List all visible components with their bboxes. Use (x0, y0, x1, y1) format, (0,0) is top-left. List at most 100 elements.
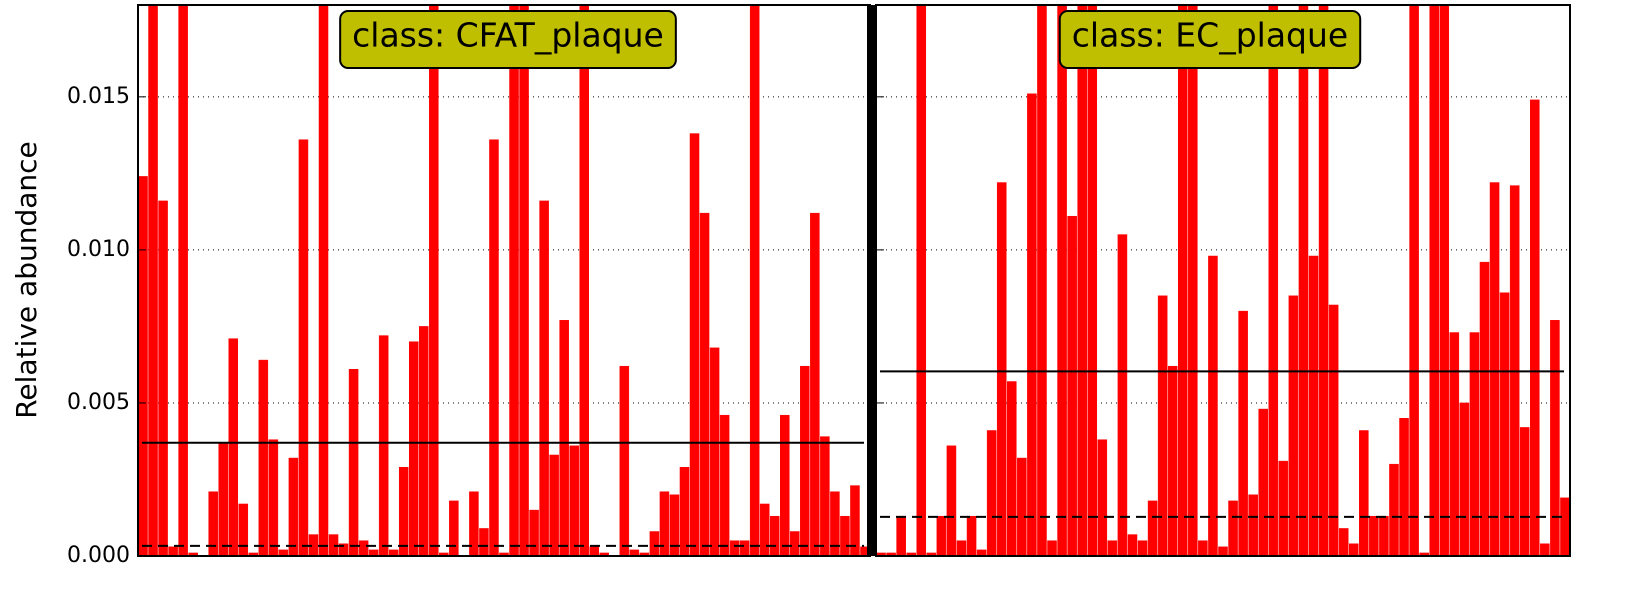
bar (1469, 332, 1480, 556)
bar (886, 552, 896, 556)
bar (278, 549, 289, 556)
bar (1389, 463, 1399, 556)
bar (1208, 255, 1218, 556)
y-tick-label: 0.010 (67, 237, 130, 262)
y-tick-label: 0.005 (67, 390, 130, 415)
bar (1248, 494, 1258, 556)
bar (1489, 182, 1500, 556)
bar (1439, 5, 1450, 556)
bar (1238, 310, 1248, 556)
bar (288, 457, 299, 556)
bar (298, 139, 309, 556)
bar (318, 5, 329, 556)
bar (469, 491, 479, 556)
bar (1137, 540, 1148, 556)
bar (248, 552, 259, 556)
bar (769, 515, 780, 556)
bar (619, 365, 630, 556)
bar (659, 491, 670, 556)
bar (739, 540, 750, 556)
y-axis-label: Relative abundance (10, 141, 43, 419)
bar (1409, 5, 1419, 556)
annotation: class: EC_plaque (1072, 16, 1348, 55)
bar (926, 552, 937, 556)
bar (1278, 460, 1289, 556)
bar (1298, 5, 1309, 556)
bar (689, 133, 700, 556)
bar (820, 436, 830, 556)
bar (579, 5, 589, 556)
bar (408, 341, 419, 556)
bar (1007, 381, 1017, 556)
bar (1107, 540, 1118, 556)
bar (419, 326, 429, 556)
bar (810, 212, 820, 556)
annotation-box (1058, 10, 1362, 69)
bar (559, 320, 569, 556)
bar (1550, 320, 1560, 556)
bar (1037, 5, 1047, 556)
bar (976, 549, 987, 556)
bar (208, 491, 218, 556)
bar (1459, 402, 1470, 556)
bar (358, 540, 369, 556)
bar (1127, 534, 1138, 556)
bar (449, 500, 459, 556)
bar (519, 5, 529, 556)
bar (1067, 215, 1077, 556)
bar (639, 552, 650, 556)
y-tick-label: 0.015 (67, 84, 130, 109)
bar (966, 515, 977, 556)
bar (218, 442, 228, 556)
bar (916, 5, 927, 556)
bar (679, 466, 690, 556)
annotation: class: CFAT_plaque (352, 16, 664, 55)
bar (499, 552, 509, 556)
plot-area (138, 5, 870, 556)
bar (936, 515, 947, 556)
bar (1369, 515, 1379, 556)
bar (569, 445, 579, 556)
bar (1167, 365, 1178, 556)
bar (840, 515, 850, 556)
bar (986, 430, 997, 556)
bar (790, 531, 800, 556)
bar (906, 552, 916, 556)
bar (489, 139, 499, 556)
bar (1318, 5, 1329, 556)
bar (896, 515, 906, 556)
bar (1087, 5, 1098, 556)
bar (956, 540, 967, 556)
bar (589, 546, 600, 556)
bar (138, 176, 148, 556)
bar (1017, 457, 1027, 556)
bar (629, 549, 640, 556)
bar (1449, 332, 1460, 556)
bar (388, 549, 399, 556)
bar (1147, 500, 1158, 556)
bar (1097, 439, 1108, 556)
bar (1540, 543, 1550, 556)
bar (749, 5, 760, 556)
bar (946, 445, 957, 556)
bar (1228, 500, 1238, 556)
bar (1530, 99, 1540, 556)
bar (1338, 528, 1349, 556)
bar (258, 359, 269, 556)
bar (1198, 540, 1208, 556)
bar (348, 369, 359, 556)
bar (429, 5, 439, 556)
bar (759, 503, 770, 556)
bar (1479, 261, 1490, 556)
bar (268, 439, 279, 556)
bar (996, 182, 1007, 556)
bar (1348, 543, 1359, 556)
bar (1308, 255, 1319, 556)
bar (148, 5, 158, 556)
bar (1258, 408, 1269, 556)
bar (539, 200, 549, 556)
bar (479, 528, 489, 556)
bar (649, 531, 660, 556)
bar (398, 466, 409, 556)
